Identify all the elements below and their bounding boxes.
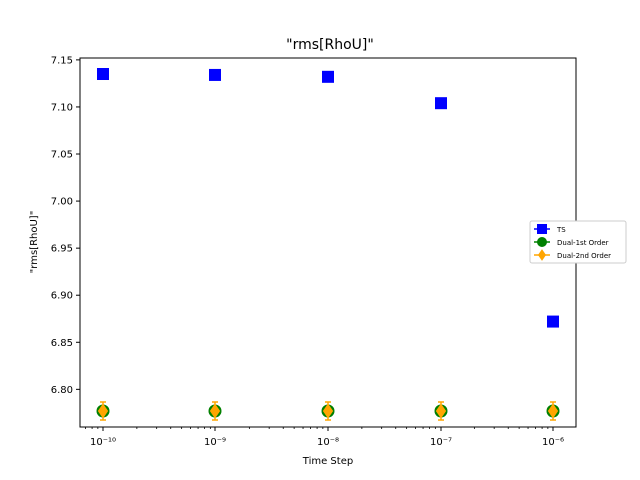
legend-marker xyxy=(537,249,547,261)
data-point-dual-2nd-order xyxy=(547,403,559,419)
chart-title: "rms[RhoU]" xyxy=(286,37,374,53)
data-point-ts xyxy=(547,315,559,328)
x-tick-label: 10⁻⁸ xyxy=(317,437,339,448)
y-tick-label: 6.85 xyxy=(51,338,73,349)
legend-box xyxy=(529,220,627,264)
y-tick-label: 6.90 xyxy=(51,291,73,302)
legend: TS Dual-1st Order Dual-2nd Order xyxy=(529,220,627,264)
x-tick-label: 10⁻⁹ xyxy=(204,437,226,448)
x-tick-label: 10⁻⁷ xyxy=(430,437,452,448)
y-tick-label: 7.10 xyxy=(51,102,73,113)
legend-label: Dual-1st Order xyxy=(557,239,609,247)
y-tick-label: 7.00 xyxy=(51,197,73,208)
x-tick-label: 10⁻⁶ xyxy=(542,437,564,448)
data-point-dual-2nd-order xyxy=(322,403,334,419)
y-axis: 6.80 6.85 6.90 6.95 7.00 7.05 7.10 7.15 xyxy=(51,55,80,396)
y-tick-label: 7.15 xyxy=(51,55,73,66)
legend-label: TS xyxy=(556,226,566,234)
legend-marker xyxy=(537,237,547,247)
data-point-dual-2nd-order xyxy=(97,403,109,419)
legend-marker xyxy=(537,224,547,234)
data-marks xyxy=(96,68,560,421)
data-point-dual-2nd-order xyxy=(209,403,221,419)
legend-label: Dual-2nd Order xyxy=(557,252,611,260)
plot-area xyxy=(79,57,577,428)
y-axis-label: "rms[RhoU]" xyxy=(29,211,40,274)
y-tick-label: 6.80 xyxy=(51,385,73,396)
x-axis-label: Time Step xyxy=(302,456,353,467)
data-point-dual-2nd-order xyxy=(435,403,447,419)
x-axis: 10⁻¹⁰ 10⁻⁹ 10⁻⁸ 10⁻⁷ 10⁻⁶ xyxy=(85,427,564,448)
data-point-ts xyxy=(209,68,221,81)
x-tick-label: 10⁻¹⁰ xyxy=(90,437,116,448)
data-point-ts xyxy=(322,70,334,83)
data-point-ts xyxy=(97,68,109,81)
y-tick-label: 6.95 xyxy=(51,244,73,255)
data-point-ts xyxy=(435,97,447,110)
y-tick-label: 7.05 xyxy=(51,150,73,161)
